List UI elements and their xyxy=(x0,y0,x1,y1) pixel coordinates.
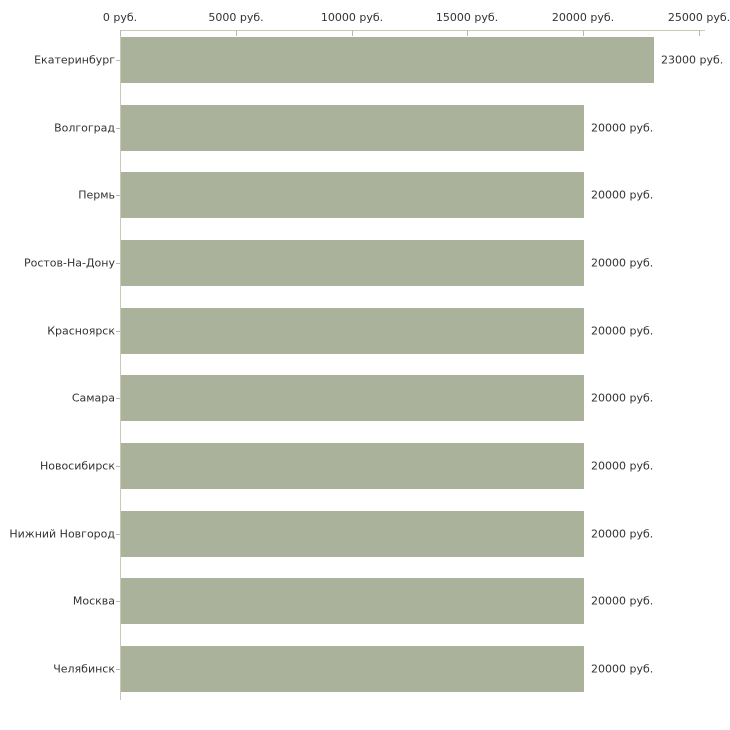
x-axis-tick-label: 15000 руб. xyxy=(435,11,499,24)
bar xyxy=(121,308,584,354)
category-label: Новосибирск xyxy=(39,459,115,473)
y-axis-tick xyxy=(116,398,120,399)
category-label: Екатеринбург xyxy=(34,53,115,67)
x-axis-tick-label: 0 руб. xyxy=(102,11,138,24)
value-label: 20000 руб. xyxy=(591,188,654,202)
x-axis-tick xyxy=(467,30,468,36)
bar xyxy=(121,646,584,692)
y-axis-tick xyxy=(116,466,120,467)
x-axis-tick xyxy=(699,30,700,36)
category-label: Красноярск xyxy=(47,324,115,338)
value-label: 20000 руб. xyxy=(591,594,654,608)
x-axis-line xyxy=(120,30,705,31)
bar xyxy=(121,37,654,83)
value-label: 20000 руб. xyxy=(591,256,654,270)
bar xyxy=(121,105,584,151)
category-label: Москва xyxy=(72,594,115,608)
bar xyxy=(121,511,584,557)
category-label: Челябинск xyxy=(53,662,115,676)
x-axis-tick xyxy=(120,30,121,36)
y-axis-tick xyxy=(116,331,120,332)
y-axis-tick xyxy=(116,263,120,264)
x-axis-tick-label: 25000 руб. xyxy=(667,11,730,24)
x-axis-tick xyxy=(352,30,353,36)
value-label: 23000 руб. xyxy=(661,53,724,67)
y-axis-line xyxy=(120,30,121,700)
bar xyxy=(121,375,584,421)
x-axis-tick xyxy=(236,30,237,36)
bar xyxy=(121,578,584,624)
category-label: Самара xyxy=(71,391,115,405)
y-axis-tick xyxy=(116,195,120,196)
x-axis-tick-label: 20000 руб. xyxy=(551,11,615,24)
bar xyxy=(121,443,584,489)
x-axis-tick-label: 5000 руб. xyxy=(208,11,264,24)
x-axis-tick xyxy=(583,30,584,36)
category-label: Ростов-На-Дону xyxy=(23,256,115,270)
value-label: 20000 руб. xyxy=(591,391,654,405)
bar xyxy=(121,172,584,218)
y-axis-tick xyxy=(116,60,120,61)
bar xyxy=(121,240,584,286)
y-axis-tick xyxy=(116,128,120,129)
value-label: 20000 руб. xyxy=(591,121,654,135)
y-axis-tick xyxy=(116,669,120,670)
value-label: 20000 руб. xyxy=(591,527,654,541)
x-axis-tick-label: 10000 руб. xyxy=(320,11,384,24)
category-label: Пермь xyxy=(78,188,115,202)
category-label: Нижний Новгород xyxy=(9,527,115,541)
y-axis-tick xyxy=(116,601,120,602)
value-label: 20000 руб. xyxy=(591,459,654,473)
y-axis-tick xyxy=(116,534,120,535)
value-label: 20000 руб. xyxy=(591,662,654,676)
value-label: 20000 руб. xyxy=(591,324,654,338)
category-label: Волгоград xyxy=(54,121,115,135)
